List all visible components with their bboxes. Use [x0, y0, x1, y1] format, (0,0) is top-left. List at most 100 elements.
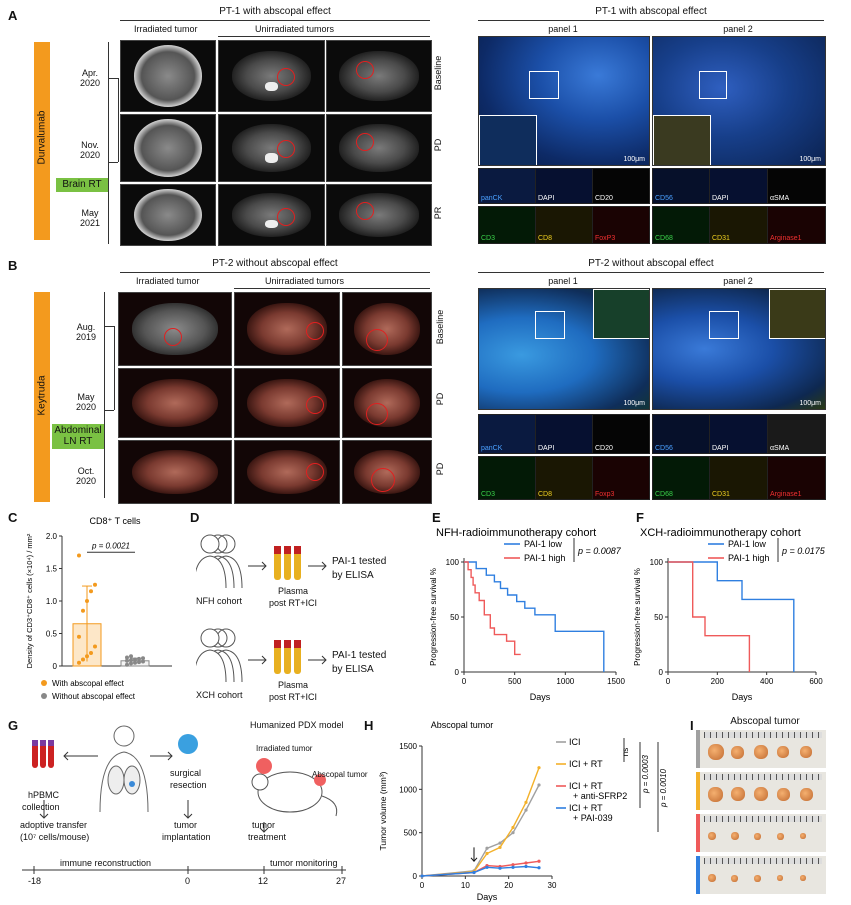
- chart-c-point: [125, 658, 129, 663]
- chartE-xtick-label: 1500: [607, 677, 625, 686]
- chart-h-xtick-label: 10: [461, 881, 470, 890]
- chart-c-point: [77, 553, 81, 558]
- mif-a-panel1: 100μm: [478, 36, 650, 166]
- panel-d-diagram: [196, 534, 327, 683]
- panel-b-unirradiated-label: Unirradiated tumors: [265, 276, 345, 286]
- tested-label-2: PAI-1 tested: [332, 650, 387, 661]
- plasma-label-2: Plasma: [277, 680, 308, 690]
- marker-a2-0: CD56: [655, 195, 673, 202]
- chartF-xtick-label: 400: [760, 677, 774, 686]
- marker-a1-2: CD20: [595, 195, 613, 202]
- arrow-icon: [259, 822, 269, 833]
- chartF-xtick-label: 0: [666, 677, 671, 686]
- scan-b-chest-1: [342, 292, 432, 366]
- scan-a-chest-1: [326, 40, 432, 112]
- marker-a2-4: CD31: [712, 235, 730, 242]
- panel-label-c: C: [8, 510, 18, 525]
- chartE-pvalue: p = 0.0087: [577, 546, 622, 556]
- implantation-label: implantation: [162, 832, 211, 842]
- panel-a-title-right: PT-1 with abscopal effect: [595, 6, 707, 17]
- panel-b-title-right: PT-2 without abscopal effect: [588, 258, 714, 269]
- chart-c-ylabel: Density of CD3⁺CD8⁺ cells (×10⁴) / mm²: [25, 533, 34, 668]
- panel-a-title-left: PT-1 with abscopal effect: [219, 6, 331, 17]
- date-apr-2020: Apr. 2020: [79, 68, 101, 88]
- tissue-icon: [178, 734, 198, 754]
- chart-h-xtick-label: 0: [420, 881, 425, 890]
- chart-c-point: [77, 634, 81, 639]
- chart-h-point: [420, 874, 424, 878]
- tumor-photo-row: [696, 814, 826, 852]
- chart-f: XCH-radioimmunotherapy cohort 0 50 100 0 200 4…: [633, 527, 826, 702]
- chart-h-point: [524, 800, 528, 804]
- tumor-specimen: [708, 874, 716, 882]
- chartE-xtick-label: 0: [462, 677, 467, 686]
- chart-h-point: [524, 864, 528, 869]
- chart-h-treatment-arrow: [470, 847, 478, 863]
- cells-label: (10⁷ cells/mouse): [20, 832, 90, 842]
- chart-c-point: [85, 599, 89, 603]
- pdx-label: Humanized PDX model: [250, 720, 344, 730]
- marker-b1-5: Foxp3: [595, 491, 615, 498]
- tumor-specimen: [777, 746, 789, 758]
- tumor-specimen: [754, 832, 761, 840]
- state-b-1: Baseline: [435, 309, 445, 345]
- tumor-label-2: tumor: [252, 820, 276, 830]
- elisa-label-1: by ELISA: [332, 570, 374, 581]
- immune-label: immune reconstruction: [60, 858, 152, 868]
- panel-label-f: F: [636, 510, 644, 525]
- chart-c-point: [141, 659, 145, 664]
- tumor-photo-row: [696, 730, 826, 768]
- abdominal-ln-rt-box: Abdominal LN RT: [52, 424, 104, 449]
- chart-h-ylabel: Tumor volume (mm³): [378, 771, 388, 850]
- chart-h-legend-label: + anti-SFRP2: [573, 791, 627, 801]
- chart-h-legend-label: ICI + RT: [569, 803, 603, 813]
- chart-h-ytick-label: 1500: [399, 742, 417, 751]
- chart-c-legend-marker: [41, 680, 47, 686]
- chart-c-title: CD8⁺ T cells: [90, 516, 141, 526]
- chart-h-point: [498, 841, 502, 845]
- chart-c-ytick-label: 1.5: [46, 565, 58, 574]
- chart-h-point: [472, 870, 476, 875]
- chartE-ytick-label: 50: [450, 613, 459, 622]
- irr-tumor-label: Irradiated tumor: [256, 744, 313, 753]
- chart-h-point: [498, 845, 502, 849]
- chart-h-point: [537, 866, 541, 870]
- chart-c-point: [133, 657, 137, 662]
- marker-b1-1: DAPI: [538, 445, 555, 452]
- scan-a-brain-1: [120, 40, 216, 112]
- chart-h-ytick-label: 500: [404, 829, 418, 838]
- chart-h-series-line: [421, 865, 540, 877]
- scan-b-chest-3: [342, 440, 432, 504]
- marker-a1-3: CD3: [481, 235, 496, 242]
- surgical-label: surgical: [170, 768, 202, 778]
- chart-h-point: [485, 865, 489, 869]
- chartE-title: NFH-radioimmunotherapy cohort: [436, 527, 596, 539]
- arrow-icon: [63, 751, 98, 761]
- chart-c-point: [81, 657, 85, 662]
- panel-label-h: H: [364, 718, 374, 733]
- tumor-specimen: [731, 787, 745, 801]
- panel-g-diagram: [22, 725, 346, 874]
- marker-b1-3: CD3: [481, 491, 496, 498]
- tested-label-1: PAI-1 tested: [332, 556, 387, 567]
- tumor-specimen: [754, 787, 768, 801]
- scan-b-abd-2: [234, 368, 340, 438]
- chart-c-legend-marker: [41, 693, 47, 699]
- chart-h-xlabel: Days: [477, 892, 498, 902]
- state-b-3: PD: [435, 462, 445, 476]
- chartE-ytick-label: 100: [446, 558, 460, 567]
- chart-h-point: [511, 825, 515, 830]
- tumor-specimen: [708, 786, 723, 802]
- marker-b2-3: CD68: [655, 491, 673, 498]
- chart-c-point: [129, 658, 133, 663]
- absc-tumor-label: Abscopal tumor: [312, 770, 368, 779]
- panel-i-photos: [696, 730, 826, 898]
- panel-b-irradiated-label: Irradiated tumor: [136, 276, 200, 286]
- people-icon-xch: [196, 628, 243, 683]
- date-oct-2020: Oct. 2020: [75, 466, 97, 486]
- chart-c: CD8⁺ T cells 0 0.5 1.0 1.5 2.0 Density of CD3⁺…: [25, 516, 172, 701]
- tick-label-3: 12: [258, 876, 269, 886]
- chart-h-point: [485, 846, 489, 850]
- scan-b-abd-1: [234, 292, 340, 366]
- scan-a-abd-2: [218, 114, 325, 182]
